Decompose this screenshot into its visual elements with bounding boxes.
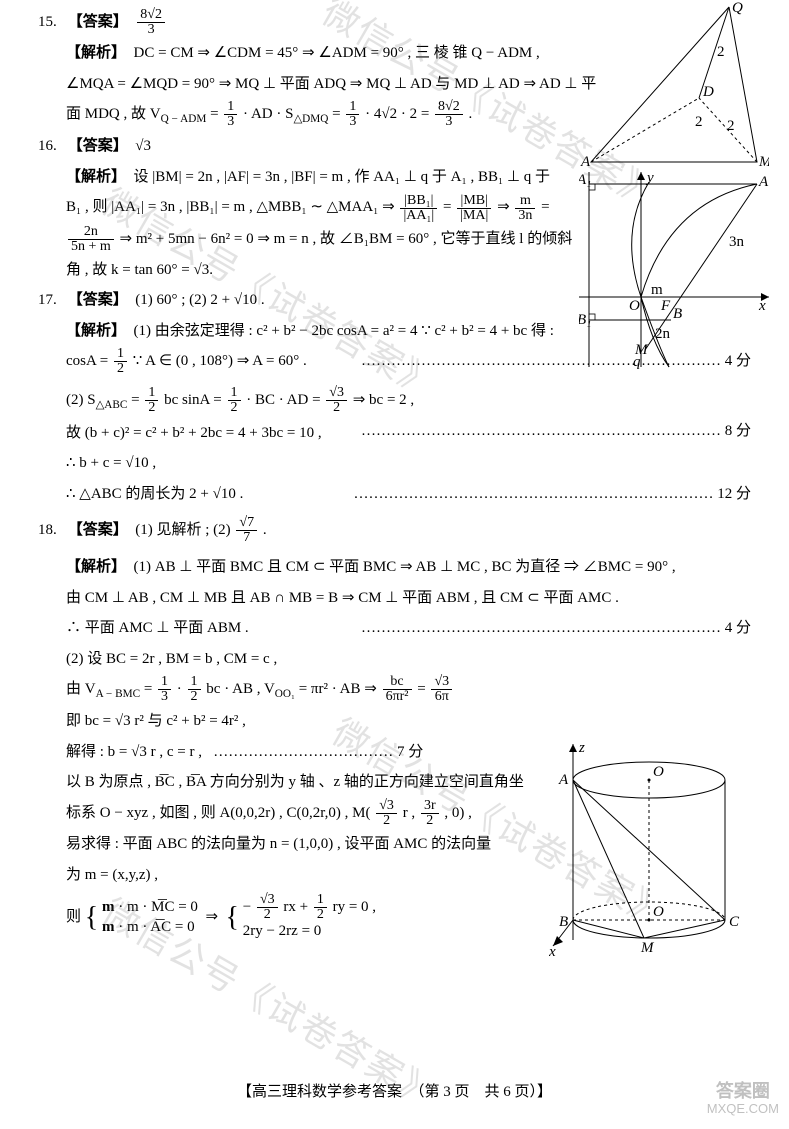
seg-2n: 2n [655,326,671,342]
label-y: y [645,172,654,186]
q18-line-4: (2) 设 BC = 2r , BM = b , CM = c , [38,645,751,674]
label-x: x [758,298,766,314]
label-A: A [758,174,769,190]
q18-analysis-1: 【解析】 (1) AB ⊥ 平面 BMC 且 CM ⊂ 平面 BMC ⇒ AB … [38,553,751,582]
label-A: A [558,772,569,788]
label-Obot: O [653,904,664,920]
corner-watermark: 答案圈 MXQE.COM [707,1082,779,1116]
edge-len-3: 2 [695,114,703,130]
page: 微信公号《试卷答案》 微信公号《试卷答案》 微信公号《试卷答案》 微信公号《试卷… [0,0,789,1122]
q17-line-3: (2) S△ABC = 12 bc sinA = 12 · BC · AD = … [38,386,751,416]
label-A1: A₁ [579,172,591,188]
label-O: O [629,298,640,314]
figure-parabola: A A₁ B B₁ O F M q y x 3n 2n m [579,172,769,372]
q18-line-7: 解得 : b = √3 r , c = r , ……………………………… 7 分 [38,738,586,767]
label-F: F [660,298,671,314]
q18-line-5: 由 VA − BMC = 13 · 12 bc · AB , VOO₁ = πr… [38,675,586,705]
q17-line-6: ∴ △ABC 的周长为 2 + √10 . ………………………………………………… [38,480,751,509]
q-number: 15. [38,8,64,37]
label-q: q [633,354,641,370]
q15-answer-value: 8√2 3 [137,8,165,37]
q18-analysis-2: 由 CM ⊥ AB , CM ⊥ MB 且 AB ∩ MB = B ⇒ CM ⊥… [38,584,751,613]
z-label: z [578,740,585,756]
label-A: A [580,154,591,167]
edge-len-2: 2 [727,118,735,134]
label-B1: B₁ [579,312,591,328]
q18-line-10: 易求得 : 平面 ABC 的法向量为 n = (1,0,0) , 设平面 AMC… [38,830,626,859]
figure-tetrahedron: Q A M D 2 2 2 [579,2,769,167]
q18-line-9: 标系 O − xyz , 如图 , 则 A(0,0,2r) , C(0,2r,0… [38,799,586,828]
edge-len-1: 2 [717,44,725,60]
label-M: M [640,940,655,956]
label-B: B [673,306,682,322]
seg-3n: 3n [729,234,745,250]
q17-line-5: ∴ b + c = √10 , [38,449,751,478]
page-footer: 【高三理科数学参考答案 （第 3 页 共 6 页）】 [0,1078,789,1107]
label-Q: Q [732,2,743,16]
label-D: D [702,84,714,100]
q18-answer: 18. 【答案】 (1) 见解析 ; (2) √77 . [38,516,751,545]
label-B: B [559,914,568,930]
x-label: x [549,944,556,960]
q18-line-6: 即 bc = √3 r² 与 c² + b² = 4r² , [38,707,586,736]
seg-m: m [651,282,663,298]
figure-cylinder: z x A B C M O [549,740,749,960]
q18-analysis-3: ∴ 平面 AMC ⊥ 平面 ABM . ……………………………………………………… [38,614,751,643]
label-C: C [729,914,740,930]
q18-line-8: 以 B 为原点 , B͞C , B͞A 方向分别为 y 轴 、z 轴的正方向建立… [38,768,586,797]
label-M: M [758,154,769,167]
q16-answer-value: √3 [135,138,151,154]
label-Otop: O [653,764,664,780]
answer-label: 【答案】 [68,14,128,30]
